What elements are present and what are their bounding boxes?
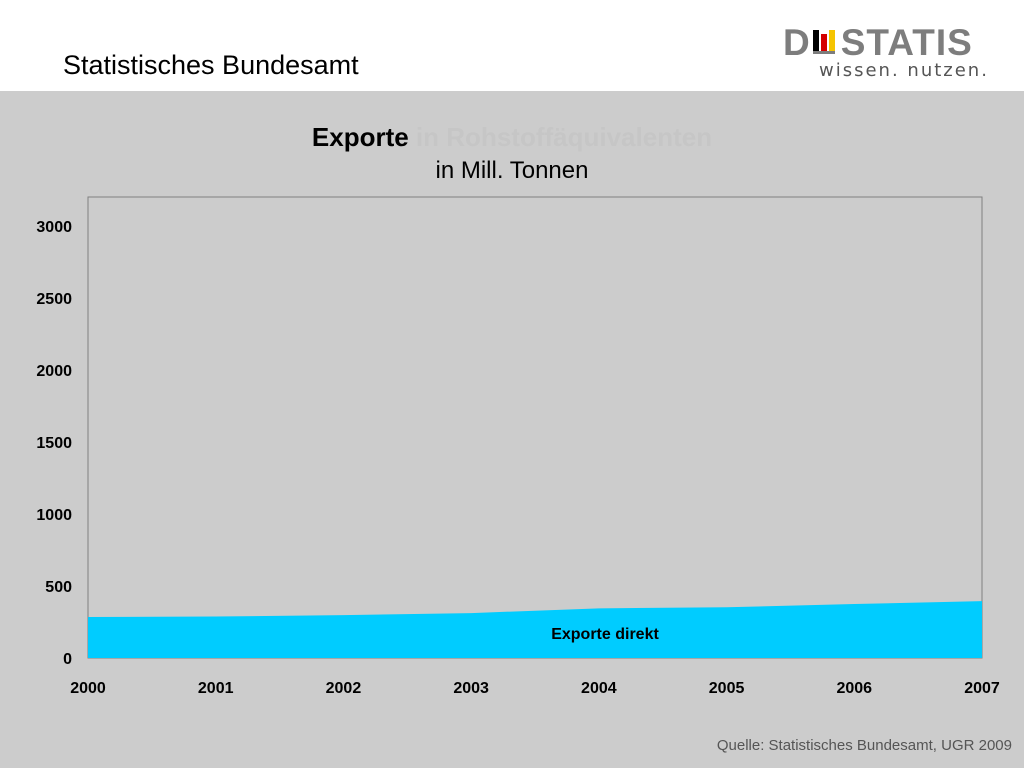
y-tick-label: 2000: [36, 363, 72, 380]
chart-subtitle: in Mill. Tonnen: [435, 157, 589, 184]
organization-name: Statistisches Bundesamt: [63, 50, 359, 80]
x-tick-label: 2007: [964, 680, 1000, 697]
header: Statistisches Bundesamt D STATIS wissen. …: [0, 0, 1024, 91]
y-tick-label: 500: [45, 579, 72, 596]
y-tick-label: 2500: [36, 291, 72, 308]
logo-letter-d: D: [783, 22, 811, 63]
x-tick-label: 2003: [453, 680, 489, 697]
y-tick-label: 0: [63, 651, 72, 668]
flag-bars-icon: [813, 30, 835, 54]
chart-title-faded: in Rohstoffäquivalenten: [415, 122, 713, 152]
destatis-logo: D STATIS wissen. nutzen.: [783, 22, 993, 82]
plot-frame: [87, 196, 983, 659]
y-tick-label: 1000: [36, 507, 72, 524]
x-tick-label: 2006: [836, 680, 872, 697]
chart-title: Exporte in Rohstoffäquivalenten: [0, 122, 1024, 153]
source-note: Quelle: Statistisches Bundesamt, UGR 200…: [716, 737, 1012, 754]
logo-wordmark: D STATIS: [783, 22, 973, 64]
y-tick-label: 1500: [36, 435, 72, 452]
x-tick-label: 2005: [709, 680, 745, 697]
y-tick-label: 3000: [36, 219, 72, 236]
x-tick-label: 2001: [198, 680, 234, 697]
x-tick-label: 2004: [581, 680, 617, 697]
logo-tagline: wissen. nutzen.: [819, 60, 989, 81]
chart-title-main: Exporte: [311, 122, 409, 152]
area-series-0: [88, 601, 982, 658]
series-label: Exporte direkt: [551, 626, 659, 643]
x-tick-label: 2000: [70, 680, 106, 697]
logo-letters-statis: STATIS: [840, 22, 973, 63]
x-tick-label: 2002: [326, 680, 362, 697]
